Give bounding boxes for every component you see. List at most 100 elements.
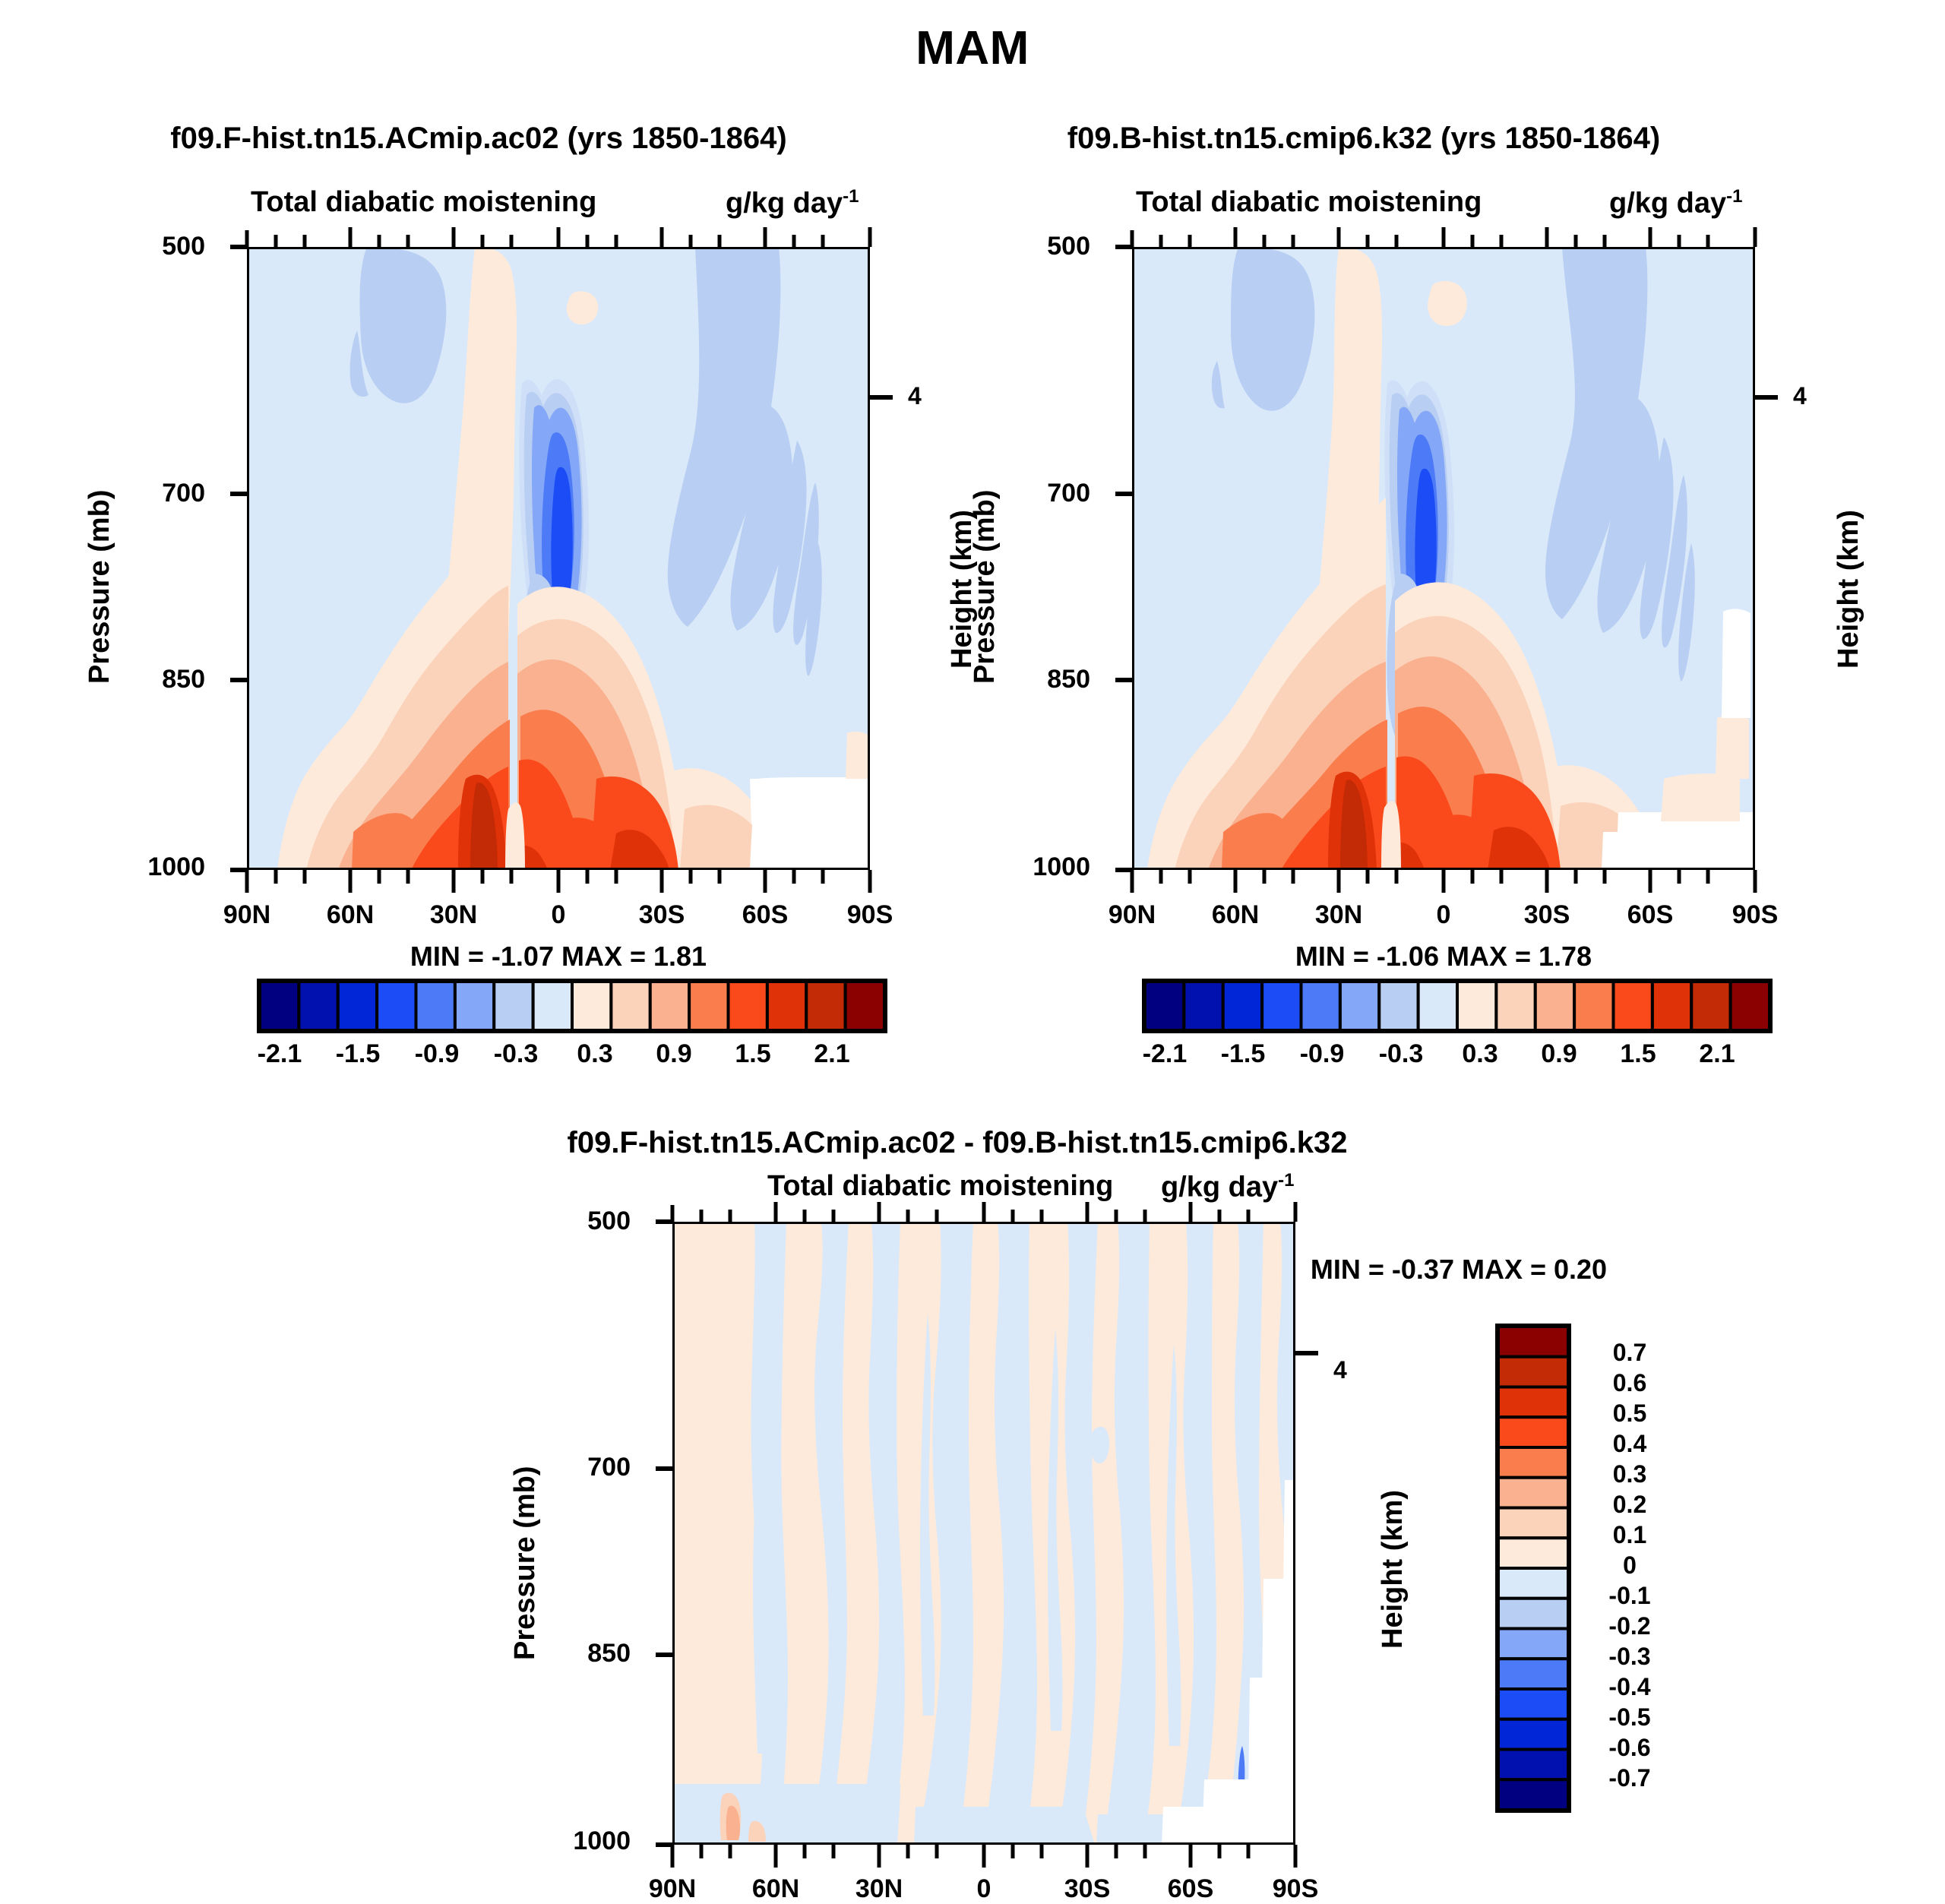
colorbar-cell [336,980,379,1032]
cb-label--2.1: -2.1 [257,1039,302,1068]
figure-title: MAM [916,22,1029,74]
right-units-text: g/kg day [1609,187,1727,220]
colorbar-cell [1497,1567,1570,1600]
cbv-label-0.2: 0.2 [1612,1491,1647,1518]
diff-xtick-90N: 90N [648,1874,697,1903]
cb2-label--0.3: -0.3 [1378,1039,1424,1068]
left-y2tick-4: 4 [908,382,922,410]
colorbar-cell [1650,980,1694,1032]
right-xtick-60S: 60S [1627,900,1674,929]
right-minmax-label: MIN = -1.06 MAX = 1.78 [1295,941,1592,972]
colorbar-cell [531,980,574,1032]
left-units-text: g/kg day [726,187,843,220]
diff-ytick-850: 850 [587,1639,631,1668]
diff-ytick-1000: 1000 [573,1827,631,1855]
colorbar-cell [805,980,847,1032]
colorbar-cell [1456,980,1498,1032]
right-panel-axes [1115,227,1778,893]
diff-xtick-60S: 60S [1167,1874,1214,1903]
colorbar-cell [1497,1687,1570,1721]
left-ytick-700: 700 [162,479,205,508]
cbv-label-0: 0 [1623,1551,1637,1579]
diff-units-exponent: -1 [1278,1170,1295,1191]
diff-xtick-60N: 60N [751,1874,800,1903]
diff-panel-variable-label: Total diabatic moistening [767,1170,1114,1202]
diff-minmax-label: MIN = -0.37 MAX = 0.20 [1310,1254,1608,1285]
colorbar-cell [1338,980,1381,1032]
colorbar-cell [258,980,301,1032]
colorbar-cell [1497,1506,1570,1540]
colorbar-cell [1497,1747,1570,1782]
colorbar-cell [1143,980,1186,1032]
left-panel-variable-label: Total diabatic moistening [251,186,597,218]
diff-panel-axes [656,1202,1318,1868]
colorbar-cell [1497,1415,1570,1449]
right-panel-units-label: g/kg day-1 [1609,186,1743,220]
cbv-label--0.3: -0.3 [1608,1643,1651,1670]
colorbar-cell [375,980,418,1032]
diff-xtick-0: 0 [976,1874,991,1903]
colorbar-cell [726,980,769,1032]
colorbar-cell [1611,980,1654,1032]
colorbar-cell [453,980,496,1032]
diff-units-text: g/kg day [1161,1171,1279,1203]
left-panel-plot [247,247,870,870]
colorbar-cell [1497,1778,1570,1811]
cb-label-0.9: 0.9 [656,1039,692,1068]
left-xtick-90S: 90S [846,900,893,929]
right-ytick-700: 700 [1047,479,1090,508]
right-xtick-90N: 90N [1108,900,1156,929]
cbv-label--0.4: -0.4 [1608,1673,1651,1700]
colorbar-cell [1497,1627,1570,1661]
colorbar-cell [1497,1385,1570,1419]
right-xtick-0: 0 [1436,900,1451,929]
colorbar-cell [1497,1657,1570,1691]
cb2-label-2.1: 2.1 [1699,1039,1735,1068]
colorbar-cell [688,980,730,1032]
colorbar-cell [843,980,887,1032]
diff-y2axis-label: Height (km) [1377,1490,1409,1649]
colorbar-cell [1494,980,1537,1032]
cbv-label-0.6: 0.6 [1612,1369,1647,1396]
colorbar-cell [1690,980,1732,1032]
left-yaxis-label: Pressure (mb) [84,489,115,684]
colorbar-cell [492,980,535,1032]
colorbar-cell [1573,980,1615,1032]
colorbar-cell [609,980,652,1032]
diff-xtick-30N: 30N [855,1874,903,1903]
right-panel-title: f09.B-hist.tn15.cmip6.k32 (yrs 1850-1864… [1067,122,1661,155]
cbv-label--0.1: -0.1 [1608,1582,1651,1609]
right-colorbar [1142,979,1773,1033]
cb-label-2.1: 2.1 [814,1039,850,1068]
cbv-label--0.5: -0.5 [1608,1703,1651,1731]
colorbar-cell [648,980,691,1032]
right-ytick-850: 850 [1047,665,1090,694]
diff-colorbar [1495,1324,1571,1813]
colorbar-cell [1497,1325,1570,1358]
cb-label--0.3: -0.3 [493,1039,539,1068]
diff-xtick-90S: 90S [1272,1874,1319,1903]
diff-yaxis-label: Pressure (mb) [509,1466,541,1660]
left-xtick-30N: 30N [429,900,478,929]
cbv-label--0.7: -0.7 [1608,1764,1651,1792]
diff-colorbar-labels: 0.7 0.6 0.5 0.4 0.3 0.2 0.1 0 -0.1 -0.2 … [1580,1324,1747,1813]
cb2-label--0.9: -0.9 [1299,1039,1345,1068]
right-panel-plot [1132,247,1755,870]
diff-panel-units-label: g/kg day-1 [1161,1170,1295,1204]
colorbar-cell [1299,980,1342,1032]
cb-label--1.5: -1.5 [335,1039,381,1068]
cb-label--0.9: -0.9 [414,1039,460,1068]
right-panel-variable-label: Total diabatic moistening [1136,186,1482,218]
cbv-label--0.2: -0.2 [1608,1612,1651,1640]
colorbar-cell [1497,1475,1570,1510]
right-xtick-90S: 90S [1732,900,1779,929]
cbv-label--0.6: -0.6 [1608,1734,1651,1761]
cb2-label--1.5: -1.5 [1220,1039,1266,1068]
colorbar-cell [1221,980,1264,1032]
right-y2axis-label: Height (km) [1833,510,1864,669]
diff-xtick-30S: 30S [1064,1874,1111,1903]
left-xtick-60N: 60N [326,900,375,929]
left-units-exponent: -1 [843,186,859,207]
cb2-label-1.5: 1.5 [1620,1039,1656,1068]
colorbar-cell [765,980,808,1032]
